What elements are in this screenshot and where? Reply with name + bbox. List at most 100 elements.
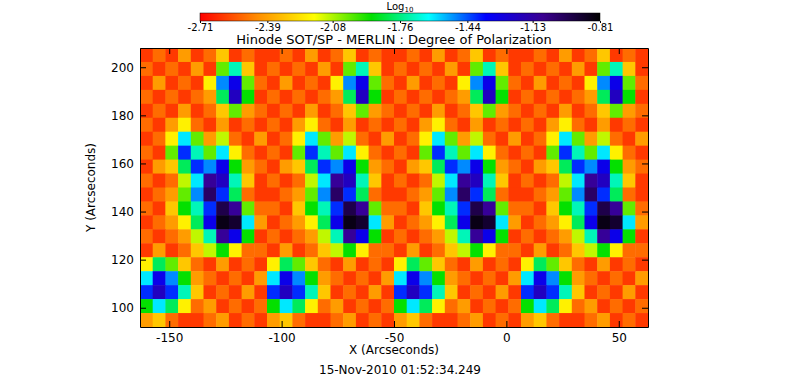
cell [229,132,242,146]
cell [610,62,623,76]
tick: 200 [111,61,146,75]
cell [153,201,166,215]
cell [318,299,331,313]
cell [356,174,369,188]
cell [356,188,369,202]
heatmap [140,48,648,327]
cell [178,188,191,202]
cell [483,118,496,132]
cell [178,48,191,62]
cell [318,188,331,202]
cell [242,160,255,174]
cell [356,104,369,118]
cell [445,118,458,132]
cell [546,90,559,104]
cell [470,299,483,313]
cell [242,188,255,202]
cell [153,160,166,174]
cell [470,62,483,76]
cell [623,215,636,229]
cell [280,90,293,104]
tick-label: 0 [503,331,511,345]
cell [610,313,623,327]
cell [407,299,420,313]
cell [445,215,458,229]
cell [445,76,458,90]
cell [483,160,496,174]
cell [534,188,547,202]
tick: 0 [503,321,511,345]
tick-mark [140,115,146,116]
cell [204,118,217,132]
tick: 180 [111,109,146,123]
cell [280,313,293,327]
cell [305,299,318,313]
tick-label: 100 [111,301,134,315]
cell [432,257,445,271]
cell [267,118,280,132]
cell [407,215,420,229]
cell [546,104,559,118]
tick-label: -1.44 [455,22,481,33]
cell [216,257,229,271]
cell [204,90,217,104]
cell [534,215,547,229]
cell [597,271,610,285]
cell [356,201,369,215]
cell [356,118,369,132]
tick: -150 [156,321,183,345]
cell [140,160,153,174]
cell [369,90,382,104]
cell [165,160,178,174]
cell [445,285,458,299]
cell [496,188,509,202]
cell [369,257,382,271]
cell [572,271,585,285]
cell [191,62,204,76]
cell [508,90,521,104]
cell [318,104,331,118]
cell [483,174,496,188]
cell [178,174,191,188]
cell [572,118,585,132]
cell [242,174,255,188]
cell [585,48,598,62]
cell [572,215,585,229]
cell [521,174,534,188]
cell [635,146,648,160]
cell [407,285,420,299]
cell [254,90,267,104]
cell [343,299,356,313]
cell [635,76,648,90]
cell [280,48,293,62]
cell [204,215,217,229]
cell [292,104,305,118]
y-axis-title: Y (Arcseconds) [84,143,98,233]
cell [572,90,585,104]
cell [242,229,255,243]
cell [407,243,420,257]
cell [178,118,191,132]
cell [305,174,318,188]
tick-mark [642,308,648,309]
cell [254,285,267,299]
cell [267,104,280,118]
tick [619,48,620,54]
cell [280,285,293,299]
cell [419,313,432,327]
cell [559,201,572,215]
cell [229,188,242,202]
cell [381,146,394,160]
cell [610,146,623,160]
cell [191,76,204,90]
cell [623,188,636,202]
cell [178,313,191,327]
cell [369,201,382,215]
cell [153,243,166,257]
cell [292,243,305,257]
cell [572,174,585,188]
cell [585,132,598,146]
cell [318,257,331,271]
cell [292,257,305,271]
cell [242,299,255,313]
